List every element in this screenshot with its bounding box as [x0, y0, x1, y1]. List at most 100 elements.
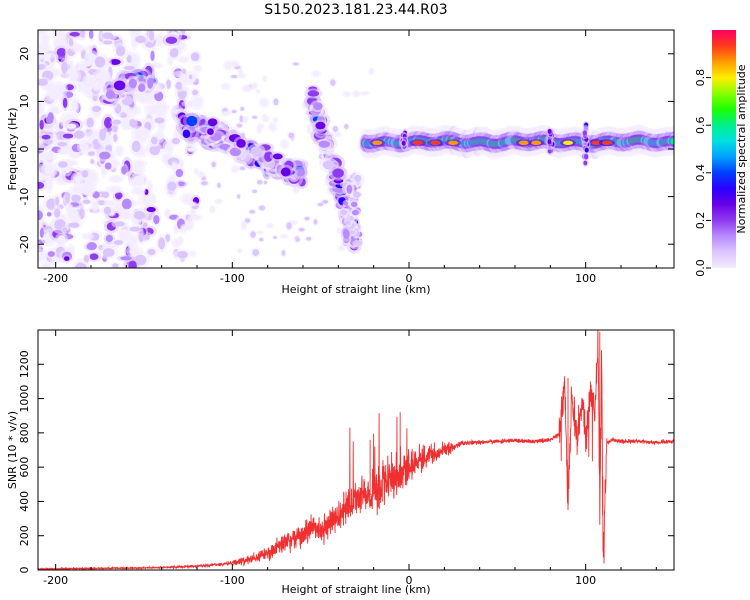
colorbar: 0.0 0.2 0.4 0.6 0.8 Normalized spectral ampl… — [694, 30, 748, 277]
y-tick-label: 1000 — [18, 385, 31, 413]
y-tick-label: -20 — [18, 235, 31, 253]
spectrogram-x-ticks: -200 -100 0 100 — [43, 30, 657, 285]
spectrogram-cell — [344, 91, 350, 97]
spectrogram-cell — [175, 168, 184, 178]
spectrogram-cell — [92, 201, 98, 211]
spectrogram-cell — [236, 123, 243, 128]
spectrogram-cell — [63, 256, 70, 261]
spectrogram-cell — [295, 168, 305, 177]
spectrogram-cell — [273, 117, 278, 122]
spectrogram-cell — [137, 83, 146, 92]
spectrogram-cell — [86, 242, 97, 251]
spectrogram-cell — [281, 140, 288, 148]
spectrogram-cell — [41, 40, 49, 49]
spectrogram-cell — [158, 237, 166, 250]
spectrogram-cell — [190, 214, 200, 220]
spectrogram-cell — [88, 30, 94, 39]
spectrogram-cell — [53, 84, 65, 95]
spectrogram-cell — [288, 132, 295, 139]
spectrogram-cell — [74, 263, 87, 268]
spectrogram-x-axis-label: Height of straight line (km) — [281, 283, 430, 296]
spectrogram-cell — [129, 226, 141, 232]
spectrogram-cell — [99, 151, 111, 160]
spectrogram-cell — [153, 215, 160, 225]
spectrogram-cell — [115, 45, 126, 57]
spectrogram-cell — [62, 133, 74, 139]
spectrogram-cell — [156, 104, 166, 116]
spectrogram-cell — [59, 148, 67, 155]
spectrogram-cell — [249, 209, 256, 214]
spectrogram-cell — [102, 32, 114, 40]
colorbar-tick-label: 0.0 — [694, 259, 707, 277]
spectrogram-cell — [258, 230, 263, 234]
spectrogram-cell — [547, 139, 552, 145]
spectrogram-cell — [236, 194, 241, 199]
spectrogram-cell — [190, 52, 200, 62]
y-tick-label: 200 — [18, 525, 31, 546]
spectrogram-cell — [280, 167, 291, 177]
x-tick-label: -100 — [220, 574, 245, 587]
spectrogram-cell — [332, 168, 344, 178]
spectrogram-cell — [186, 115, 198, 127]
spectrogram-cell — [150, 50, 155, 61]
spectrogram-cell — [369, 68, 374, 75]
spectrogram-cell — [353, 191, 361, 198]
spectrogram-cell — [66, 123, 77, 129]
spectrogram-cell — [307, 90, 320, 97]
spectrogram-cell — [82, 199, 91, 204]
spectrogram-cell — [86, 117, 94, 128]
y-tick-label: -10 — [18, 188, 31, 206]
spectrogram-cell — [232, 61, 238, 67]
spectrogram-cell — [90, 159, 95, 164]
spectrogram-cell — [133, 160, 145, 166]
spectrogram-cell — [354, 174, 362, 182]
spectrogram-cell — [69, 31, 80, 37]
spectrogram-cell — [111, 176, 122, 182]
x-tick-label: -200 — [43, 272, 68, 285]
spectrogram-cell — [103, 206, 112, 215]
spectrogram-cell — [57, 235, 66, 244]
spectrogram-cell — [121, 198, 132, 210]
spectrogram-cell — [197, 172, 205, 177]
spectrogram-cell — [81, 169, 89, 178]
colorbar-label: Normalized spectral amplitude — [735, 64, 748, 233]
spectrogram-cell — [215, 199, 222, 204]
spectrogram-cell — [105, 234, 113, 243]
spectrogram-cell — [53, 208, 61, 218]
spectrogram-cell — [262, 116, 269, 122]
spectrogram-cell — [38, 78, 48, 86]
spectrogram-cell — [231, 109, 237, 114]
spectrogram-cell — [112, 263, 119, 268]
spectrogram-cell — [61, 61, 68, 74]
spectrogram-cell — [150, 195, 155, 207]
spectrogram-cell — [250, 231, 256, 238]
spectrogram-cell — [46, 212, 52, 217]
spectrogram-cell — [237, 248, 242, 253]
spectrogram-cell — [269, 123, 276, 131]
spectrogram-cell — [243, 117, 248, 123]
spectrogram-cell — [99, 128, 106, 141]
spectrogram-cell — [39, 227, 44, 238]
spectrogram-cell — [38, 181, 45, 189]
spectrogram-cell — [38, 210, 43, 221]
snr-frame — [37, 329, 675, 571]
colorbar-gradient — [712, 30, 736, 268]
spectrogram-y-ticks: 20 10 0 -10 -20 — [18, 47, 674, 253]
spectrogram-cell — [79, 142, 89, 151]
spectrogram-cell — [351, 209, 359, 216]
spectrogram-cell — [222, 84, 230, 89]
spectrogram-cell — [344, 123, 349, 130]
spectrogram-cell — [114, 221, 125, 227]
spectrogram-cell — [128, 260, 137, 268]
spectrogram-cell — [584, 154, 589, 160]
spectrogram-cell — [131, 140, 141, 153]
spectrogram-cell — [120, 256, 132, 261]
spectrogram-cell — [109, 59, 121, 66]
spectrogram-cell — [262, 76, 267, 81]
spectrogram-cell — [57, 141, 68, 147]
spectrogram-cell — [372, 140, 383, 146]
spectrogram-cell — [132, 54, 139, 67]
spectrogram-cell — [104, 162, 112, 170]
spectrogram-cell — [40, 34, 49, 42]
